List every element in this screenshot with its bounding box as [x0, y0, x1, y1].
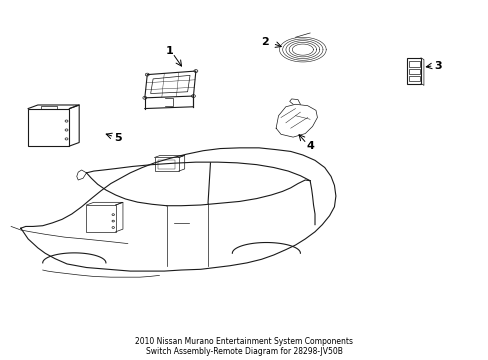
Text: Switch Assembly-Remote Diagram for 28298-JV50B: Switch Assembly-Remote Diagram for 28298…: [146, 347, 342, 356]
Bar: [408, 68, 419, 74]
Bar: [86, 205, 116, 232]
Text: 2: 2: [261, 37, 269, 48]
Bar: [28, 109, 69, 146]
Bar: [407, 58, 420, 84]
Text: 2010 Nissan Murano Entertainment System Components: 2010 Nissan Murano Entertainment System …: [135, 337, 353, 346]
Text: 5: 5: [114, 133, 122, 143]
Bar: [158, 159, 175, 169]
Text: 3: 3: [433, 61, 441, 71]
Text: 1: 1: [165, 46, 173, 56]
Bar: [408, 62, 419, 67]
Bar: [154, 157, 179, 171]
Bar: [408, 76, 419, 81]
Text: 4: 4: [305, 141, 313, 151]
